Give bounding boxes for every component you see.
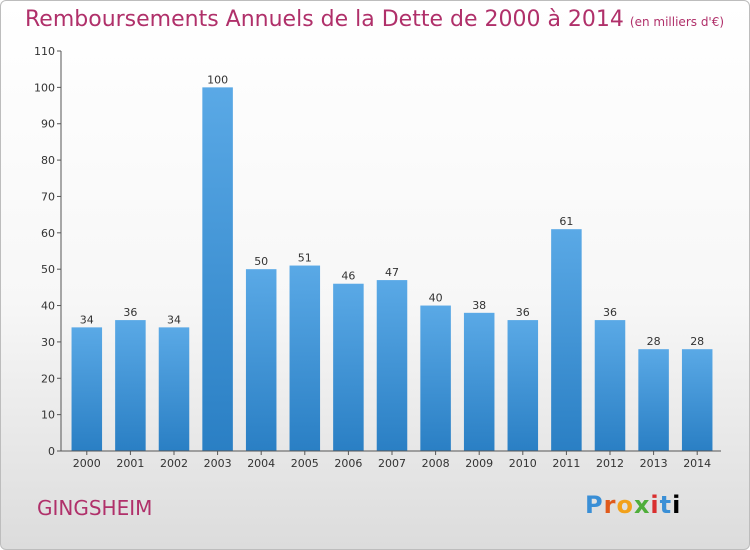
bar-value-label: 36 (516, 306, 530, 319)
x-tick-label: 2008 (422, 457, 450, 470)
y-tick-label: 10 (41, 409, 55, 422)
bar-2005 (289, 265, 321, 451)
bar-2006 (333, 283, 364, 451)
y-axis: 0 10 20 30 40 50 60 70 80 90 100 110 (34, 45, 62, 458)
chart-subtitle: (en milliers d'€) (629, 15, 725, 29)
bar-value-label: 46 (341, 270, 355, 283)
bar-2010 (507, 320, 539, 451)
bar-value-label: 47 (385, 266, 399, 279)
y-tick-label: 60 (41, 227, 55, 240)
bar-2001 (115, 320, 146, 451)
y-tick-label: 30 (41, 336, 55, 349)
bar-value-label: 51 (298, 252, 312, 265)
chart-title: Remboursements Annuels de la Dette de 20… (25, 7, 724, 32)
bar-2012 (594, 320, 626, 451)
y-tick-label: 90 (41, 118, 55, 131)
bar-2004 (245, 269, 277, 451)
x-axis: 2000 2001 2002 2003 2004 2005 2006 2007 2008 2009… (61, 450, 721, 470)
x-tick-label: 2003 (204, 457, 232, 470)
bar-value-label: 34 (80, 313, 94, 326)
bar-2013 (638, 349, 669, 451)
x-tick-label: 2011 (552, 457, 580, 470)
x-tick-label: 2000 (73, 457, 101, 470)
bar-2000 (71, 327, 103, 451)
bar-value-label: 28 (647, 335, 661, 348)
y-tick-label: 100 (34, 81, 55, 94)
y-tick-label: 0 (48, 445, 55, 458)
x-tick-label: 2005 (291, 457, 319, 470)
x-tick-label: 2007 (378, 457, 406, 470)
y-tick-label: 50 (41, 263, 55, 276)
bar-2009 (463, 312, 495, 451)
town-name: GINGSHEIM (37, 496, 153, 520)
bar-2007 (376, 280, 408, 451)
bar-2008 (420, 305, 451, 451)
x-tick-label: 2006 (334, 457, 362, 470)
bar-value-label: 38 (472, 299, 486, 312)
x-tick-label: 2010 (509, 457, 537, 470)
x-tick-label: 2002 (160, 457, 188, 470)
x-tick-label: 2014 (683, 457, 711, 470)
chart-title-text: Remboursements Annuels de la Dette de 20… (25, 7, 624, 32)
bar-value-label: 28 (690, 335, 704, 348)
bar-2014 (681, 349, 713, 451)
bar-value-label: 100 (207, 73, 228, 86)
bar-2002 (158, 327, 190, 451)
bar-value-label: 34 (167, 313, 181, 326)
proxiti-logo: Proxiti (585, 491, 682, 519)
bar-2003 (202, 87, 233, 451)
x-tick-label: 2001 (116, 457, 144, 470)
bar-value-label: 61 (559, 215, 573, 228)
x-tick-label: 2013 (640, 457, 668, 470)
bar-value-label: 36 (123, 306, 137, 319)
y-tick-label: 110 (34, 45, 55, 58)
y-tick-label: 20 (41, 372, 55, 385)
y-tick-label: 80 (41, 154, 55, 167)
x-tick-label: 2004 (247, 457, 275, 470)
y-tick-label: 40 (41, 300, 55, 313)
y-tick-label: 70 (41, 190, 55, 203)
bars: 34 36 34 100 50 51 46 47 40 38 36 61 36 28 28 (71, 73, 713, 451)
x-tick-label: 2009 (465, 457, 493, 470)
bar-value-label: 40 (429, 292, 443, 305)
bar-value-label: 36 (603, 306, 617, 319)
bar-value-label: 50 (254, 255, 268, 268)
x-tick-label: 2012 (596, 457, 624, 470)
bar-2011 (551, 229, 582, 451)
